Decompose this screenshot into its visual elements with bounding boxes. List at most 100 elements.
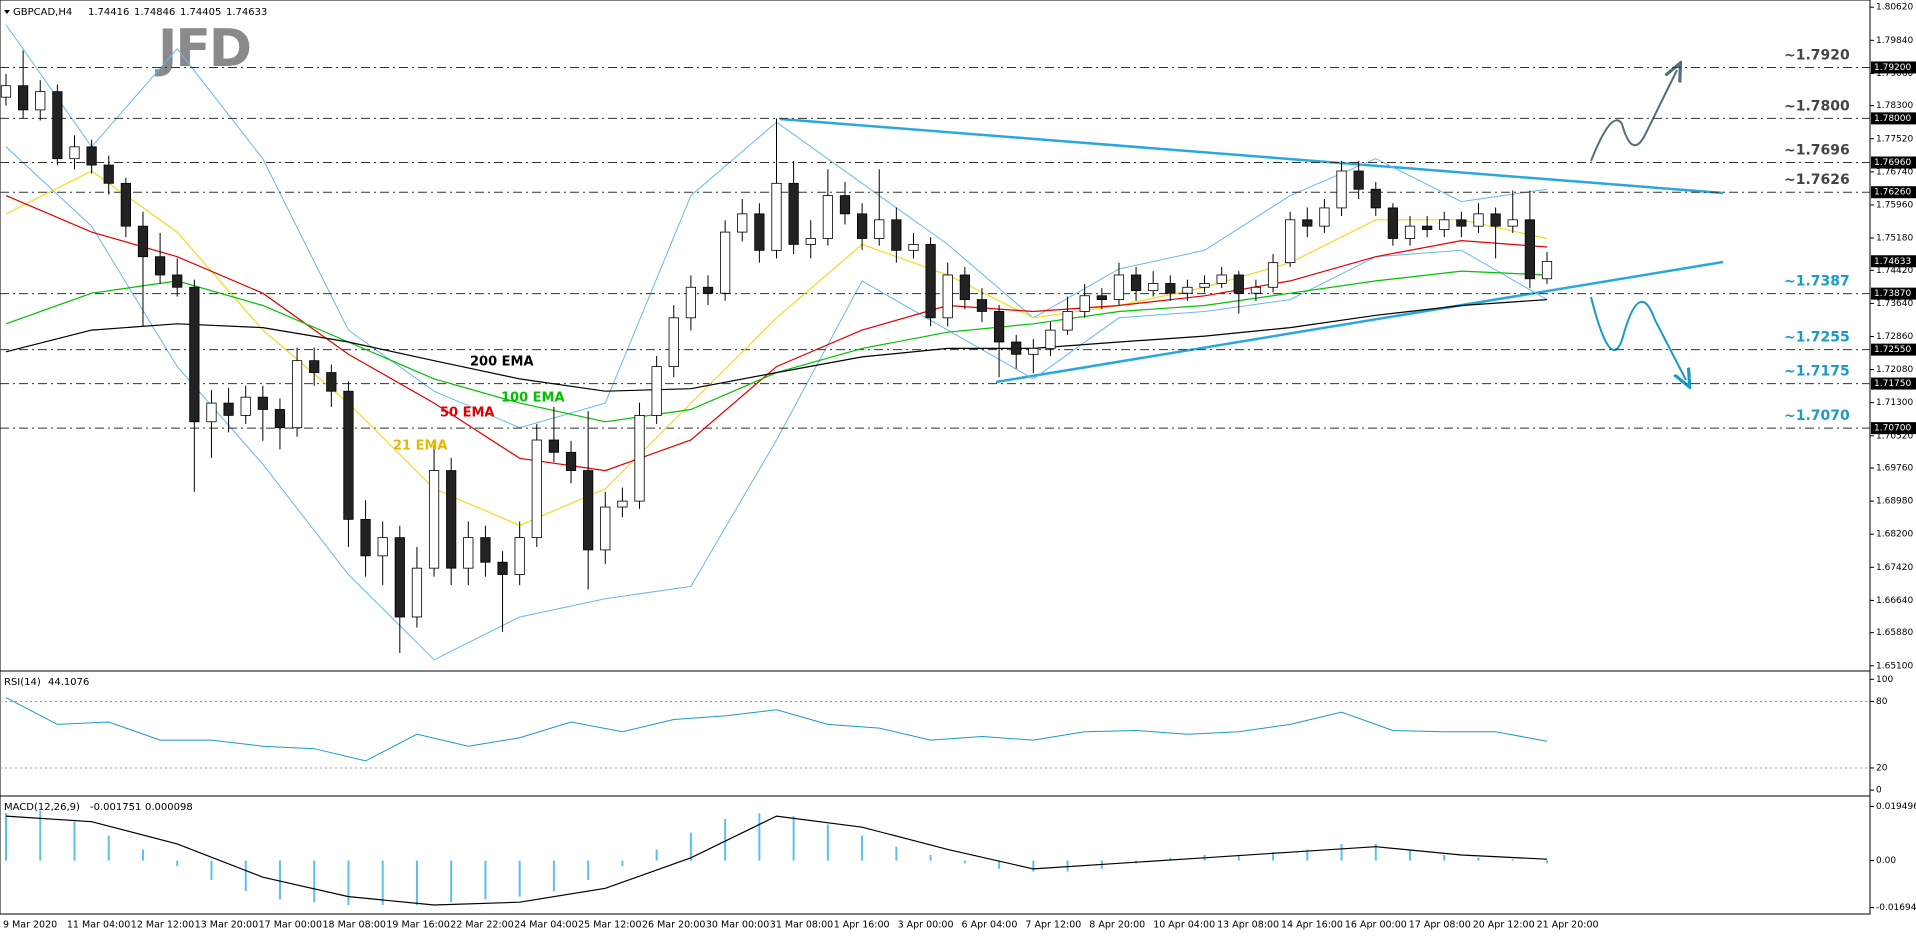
x-tick-label: 6 Apr 04:00 [962, 920, 1018, 931]
candle-body [1302, 219, 1313, 227]
y-tick-label: 1.72860 [1876, 332, 1913, 342]
candle-body [600, 506, 611, 551]
ema-line [5, 299, 1548, 392]
y-tick-label: 1.75960 [1876, 200, 1913, 210]
y-tick-label: 1.69760 [1876, 464, 1913, 474]
candle-body [189, 286, 200, 423]
logo: JFD [155, 19, 250, 79]
candle-body [531, 439, 542, 539]
candle-body [891, 219, 902, 251]
candle-body [1404, 225, 1416, 239]
y-tick-label: 0 [1876, 786, 1882, 796]
candle-body [309, 360, 320, 373]
y-tick-label: 1.75180 [1876, 234, 1913, 244]
trendline [995, 260, 1724, 384]
candle-body [1422, 225, 1433, 230]
candle-body [223, 402, 234, 416]
x-tick-label: 14 Apr 16:00 [1281, 920, 1343, 931]
y-tick-label: 1.79060 [1876, 69, 1913, 79]
rsi-title: RSI(14) [4, 677, 41, 688]
macd-title: MACD(12,26,9) [4, 802, 80, 813]
candle-body [1233, 274, 1244, 294]
ohlc-value: 1.74633 [226, 7, 267, 18]
candle-body [1011, 341, 1022, 355]
x-tick-label: 1 Apr 16:00 [834, 920, 890, 931]
candle-body [257, 396, 268, 410]
candle-body [428, 470, 440, 569]
candle-body [737, 213, 748, 233]
candle-body [925, 244, 936, 319]
candle-body [240, 396, 251, 416]
level-axis-label: 1.79200 [1874, 63, 1911, 73]
x-tick-label: 30 Mar 00:00 [706, 920, 769, 931]
candle-body [720, 231, 731, 294]
candle-body [702, 286, 714, 294]
candle-body [668, 317, 679, 368]
candle-body [103, 164, 114, 184]
candle-body [0, 85, 12, 98]
ohlc-value: 1.74846 [134, 7, 175, 18]
candle-body [685, 286, 696, 319]
y-tick-label: 0.00 [1876, 856, 1896, 866]
y-tick-label: 1.67420 [1876, 563, 1913, 573]
ema-label: 200 EMA [470, 355, 534, 370]
level-box [1871, 186, 1916, 199]
y-tick-label: 1.66640 [1876, 596, 1913, 606]
y-tick-label: 20 [1876, 763, 1888, 773]
candle-body [976, 299, 988, 312]
rsi-line [5, 697, 1548, 762]
y-tick-label: 80 [1876, 697, 1888, 707]
x-tick-label: 12 Mar 12:00 [131, 920, 194, 931]
y-tick-label: -0.016947 [1876, 903, 1916, 913]
x-tick-label: 10 Apr 04:00 [1153, 920, 1215, 931]
candle-body [514, 537, 525, 575]
ema-label: 100 EMA [501, 391, 565, 406]
y-tick-label: 1.77520 [1876, 134, 1913, 144]
candle-body [1079, 295, 1090, 312]
candle-body [805, 238, 816, 245]
level-label: ~1.7387 [1784, 274, 1850, 290]
x-tick-label: 31 Mar 08:00 [770, 920, 833, 931]
candle-body [497, 561, 508, 575]
candle-body [1541, 260, 1553, 280]
candle-body [326, 372, 337, 392]
x-tick-label: 3 Apr 00:00 [898, 920, 954, 931]
candle-body [993, 311, 1005, 343]
x-tick-label: 16 Apr 00:00 [1345, 920, 1407, 931]
x-tick-label: 26 Mar 20:00 [642, 920, 705, 931]
candle-body [18, 85, 29, 111]
level-label: ~1.7070 [1784, 408, 1850, 424]
candle-body [1353, 170, 1364, 190]
candle-body [651, 366, 662, 416]
candle-body [1028, 347, 1039, 355]
x-tick-label: 9 Mar 2020 [3, 920, 57, 931]
ohlc-value: 1.74405 [180, 7, 221, 18]
level-box [1871, 377, 1916, 390]
y-tick-label: 1.68200 [1876, 530, 1913, 540]
candle-body [583, 470, 594, 551]
y-tick-label: 1.70520 [1876, 431, 1913, 441]
plot-frame [0, 0, 1871, 915]
candle-body [1490, 213, 1501, 227]
macd-value: 0.000098 [145, 802, 193, 813]
candle-body [1285, 219, 1296, 264]
level-box [1871, 156, 1916, 169]
y-tick-label: 0.019496 [1876, 802, 1916, 812]
candle-body [274, 409, 286, 429]
candle-body [154, 256, 166, 276]
x-tick-label: 7 Apr 12:00 [1025, 920, 1081, 931]
level-box [1871, 343, 1916, 356]
candle-body [959, 274, 970, 300]
candle-body [86, 146, 97, 166]
candle-body [548, 439, 560, 453]
x-tick-label: 17 Apr 08:00 [1409, 920, 1471, 931]
level-label: ~1.7800 [1784, 98, 1850, 114]
scenario-arrow [1590, 296, 1686, 380]
signal-line [5, 815, 1548, 906]
candle-body [52, 91, 63, 160]
level-axis-label: 1.71750 [1874, 379, 1911, 389]
candle-body [1096, 295, 1107, 300]
candle-body [343, 390, 354, 520]
